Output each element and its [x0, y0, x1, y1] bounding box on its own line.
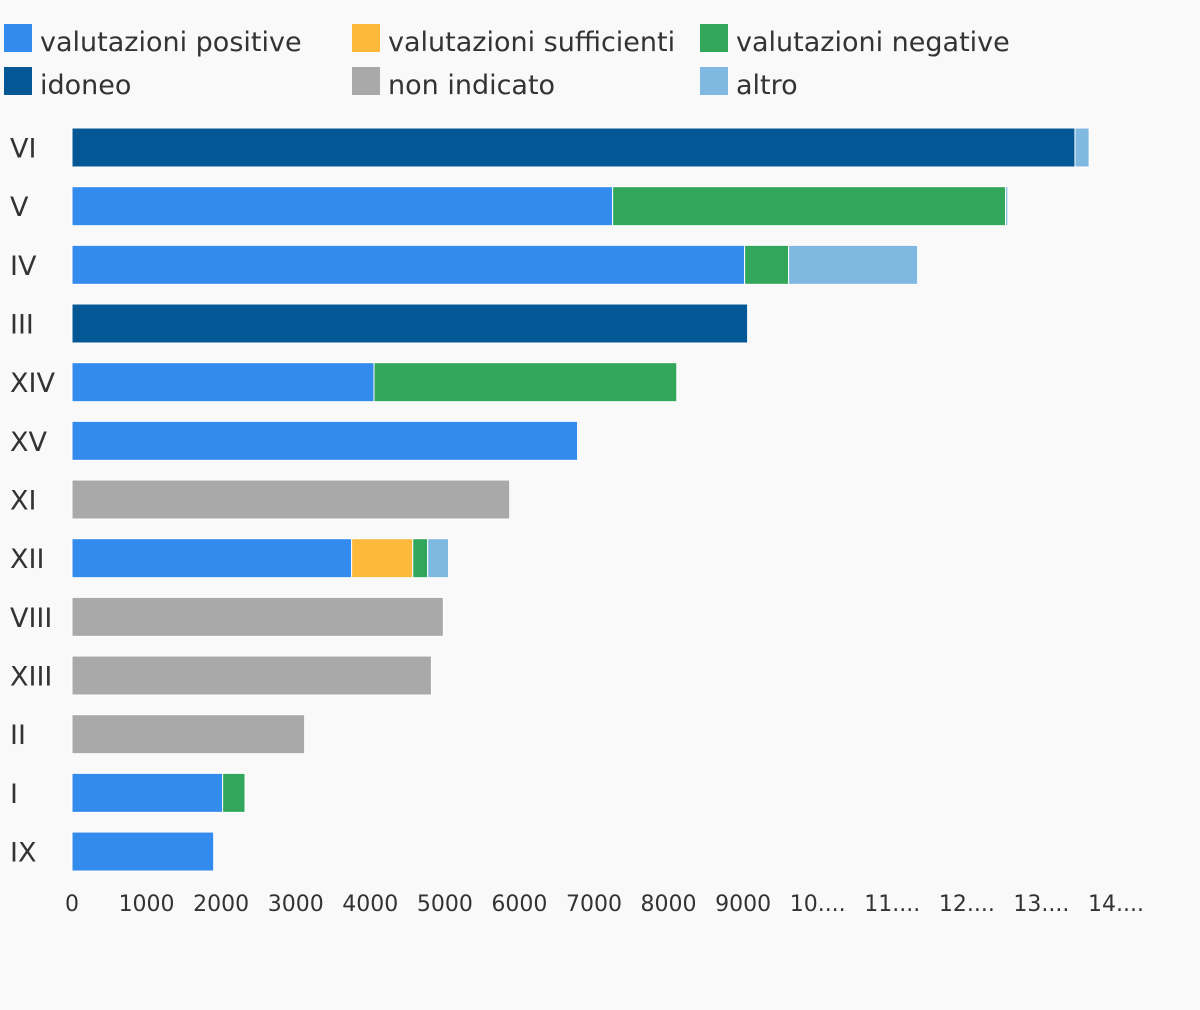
legend-swatch-idoneo — [4, 67, 32, 95]
x-tick-label: 10.... — [790, 892, 846, 917]
bar-segment-valutazioni-positive — [71, 831, 215, 872]
bar-segment-altro — [1005, 186, 1009, 227]
legend-label-idoneo: idoneo — [40, 70, 131, 101]
bar-segment-non-indicato — [71, 596, 444, 637]
bar-segment-valutazioni-positive — [71, 420, 579, 461]
x-tick-label: 0 — [65, 892, 79, 917]
bar-segment-valutazioni-negative — [373, 362, 678, 403]
bar-segment-valutazioni-sufficienti — [351, 538, 414, 579]
category-label: IX — [10, 838, 36, 869]
category-label: VIII — [10, 603, 52, 634]
legend-swatch-valutazioni-sufficienti — [352, 24, 380, 52]
category-label: XI — [10, 486, 36, 517]
legend-label-altro: altro — [736, 70, 798, 101]
legend-label-non-indicato: non indicato — [388, 70, 555, 101]
bar-segment-idoneo — [71, 127, 1076, 168]
x-tick-label: 6000 — [491, 892, 547, 917]
category-label: VI — [10, 134, 36, 165]
category-label: II — [10, 720, 26, 751]
bar-segment-valutazioni-positive — [71, 362, 375, 403]
bar-segment-valutazioni-negative — [222, 772, 246, 813]
bar-segment-idoneo — [71, 303, 749, 344]
bar-segment-valutazioni-negative — [612, 186, 1007, 227]
bar-segment-altro — [1074, 127, 1090, 168]
category-label: XIV — [10, 368, 55, 399]
legend-label-valutazioni-sufficienti: valutazioni sufficienti — [388, 27, 675, 58]
x-tick-label: 7000 — [566, 892, 622, 917]
x-axis-ticks: 0 1000 2000 3000 4000 5000 6000 7000 8000 9000 10.… — [65, 892, 1144, 917]
x-tick-label: 14.... — [1088, 892, 1144, 917]
legend-swatch-valutazioni-negative — [700, 24, 728, 52]
category-label: XV — [10, 427, 47, 458]
bar-segment-non-indicato — [71, 714, 306, 755]
x-tick-label: 2000 — [193, 892, 249, 917]
x-tick-label: 11.... — [864, 892, 920, 917]
bar-segment-valutazioni-positive — [71, 772, 224, 813]
category-label: I — [10, 779, 18, 810]
x-tick-label: 3000 — [268, 892, 324, 917]
bar-segment-altro — [427, 538, 450, 579]
bar-segment-altro — [788, 244, 919, 285]
bar-segment-valutazioni-positive — [71, 244, 746, 285]
bar-segment-valutazioni-positive — [71, 538, 353, 579]
category-label: XII — [10, 544, 44, 575]
bar-segment-non-indicato — [71, 479, 511, 520]
bar-segment-valutazioni-negative — [744, 244, 790, 285]
legend: valutazioni positive valutazioni sufficie… — [4, 24, 1010, 101]
legend-label-valutazioni-negative: valutazioni negative — [736, 27, 1010, 58]
x-tick-label: 4000 — [342, 892, 398, 917]
x-tick-label: 5000 — [417, 892, 473, 917]
category-label: XIII — [10, 662, 52, 693]
x-tick-label: 8000 — [641, 892, 697, 917]
x-tick-label: 9000 — [715, 892, 771, 917]
bar-segment-non-indicato — [71, 655, 432, 696]
x-tick-label: 12.... — [939, 892, 995, 917]
bar-segment-valutazioni-negative — [412, 538, 429, 579]
category-label: V — [10, 192, 29, 223]
category-label: IV — [10, 251, 37, 282]
legend-swatch-non-indicato — [352, 67, 380, 95]
bars — [71, 127, 1090, 872]
legend-label-valutazioni-positive: valutazioni positive — [40, 27, 302, 58]
legend-swatch-valutazioni-positive — [4, 24, 32, 52]
x-tick-label: 1000 — [119, 892, 175, 917]
x-tick-label: 13.... — [1013, 892, 1069, 917]
bar-segment-valutazioni-positive — [71, 186, 614, 227]
category-label: III — [10, 310, 34, 341]
legend-swatch-altro — [700, 67, 728, 95]
